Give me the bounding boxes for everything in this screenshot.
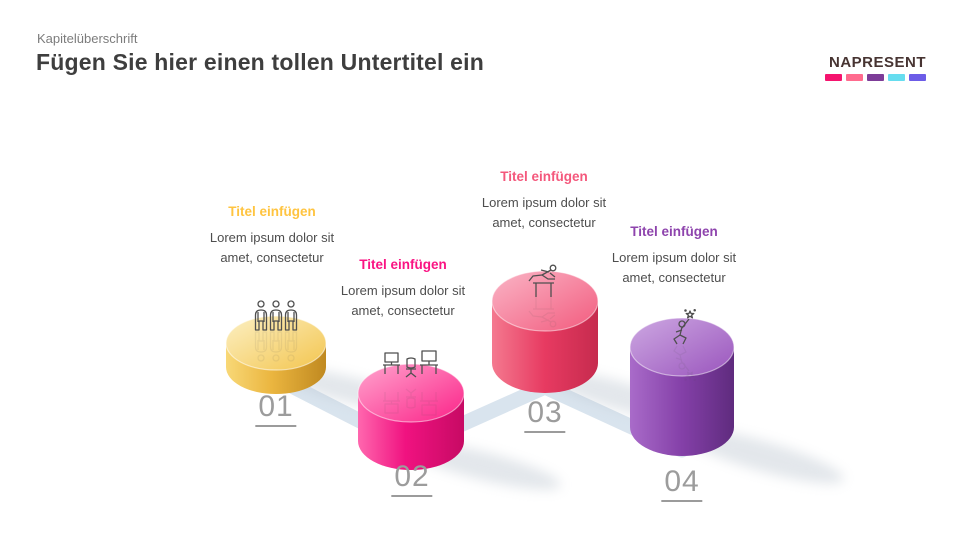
step-1-body: Lorem ipsum dolor sit amet, consectetur xyxy=(209,230,335,266)
logo-dash xyxy=(846,74,863,81)
step-number-04: 04 xyxy=(661,467,703,502)
step-number-03: 03 xyxy=(524,398,566,433)
brand-logo: NAPRESENT xyxy=(825,54,926,81)
logo-dash xyxy=(825,74,842,81)
step-3-body: Lorem ipsum dolor sit amet, consectetur xyxy=(481,195,607,231)
step-4-text: Titel einfügen Lorem ipsum dolor sit ame… xyxy=(599,224,749,288)
step-1-text: Titel einfügen Lorem ipsum dolor sit ame… xyxy=(197,204,347,268)
zigzag-connector xyxy=(268,370,690,458)
step-3-text: Titel einfügen Lorem ipsum dolor sit ame… xyxy=(469,169,619,233)
cylinder-01 xyxy=(225,300,327,394)
logo-dash xyxy=(909,74,926,81)
cylinder-04 xyxy=(629,308,735,456)
step-4-body: Lorem ipsum dolor sit amet, consectetur xyxy=(611,250,737,286)
step-2-body: Lorem ipsum dolor sit amet, consectetur xyxy=(340,283,466,319)
page-title: Fügen Sie hier einen tollen Untertitel e… xyxy=(36,49,485,75)
cylinder-03 xyxy=(491,264,599,393)
logo-dash xyxy=(888,74,905,81)
step-1-title: Titel einfügen xyxy=(228,204,316,219)
brand-logo-text: NAPRESENT xyxy=(828,54,926,71)
cylinder-02 xyxy=(357,350,465,470)
step-4-title: Titel einfügen xyxy=(630,224,718,239)
step-number-01: 01 xyxy=(255,392,297,427)
step-2-text: Titel einfügen Lorem ipsum dolor sit ame… xyxy=(328,257,478,321)
kicker-label: Kapitelüberschrift xyxy=(37,31,138,46)
brand-logo-dashes xyxy=(825,74,926,81)
step-2-title: Titel einfügen xyxy=(359,257,447,272)
step-3-title: Titel einfügen xyxy=(500,169,588,184)
logo-dash xyxy=(867,74,884,81)
step-number-02: 02 xyxy=(391,462,433,497)
